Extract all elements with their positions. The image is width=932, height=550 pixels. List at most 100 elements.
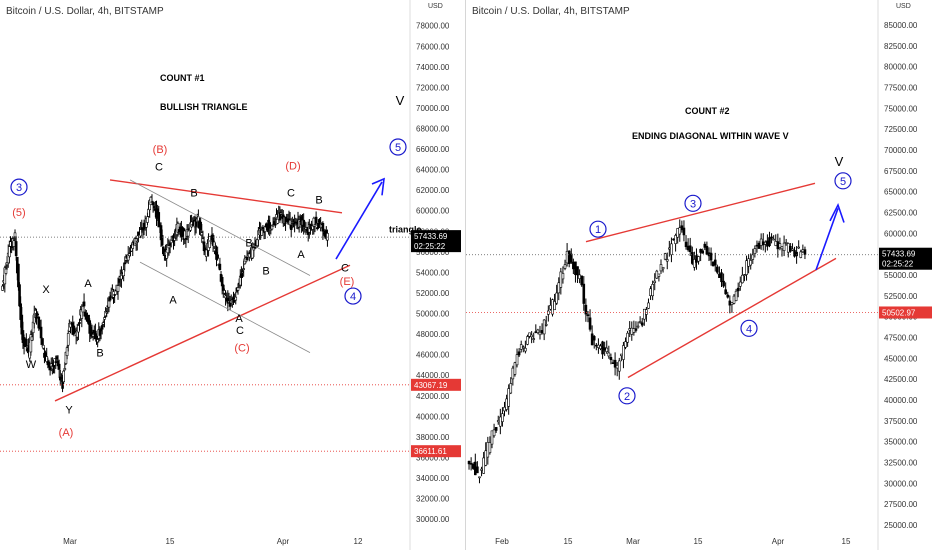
chart-2-canvas[interactable]: USD 25000.00 27500.00 30000.00 32500.00 35000… [466, 0, 932, 550]
lower-diagonal-line [627, 257, 837, 379]
candle-body [592, 336, 596, 341]
candle-body [536, 329, 540, 334]
count-subheading: BULLISH TRIANGLE [160, 102, 248, 112]
candle-body [603, 347, 606, 351]
candle-body [734, 290, 738, 301]
x-tick-label: Mar [626, 537, 640, 546]
candle-body [505, 398, 508, 410]
candle-body [791, 248, 794, 251]
candle-body [14, 241, 18, 257]
candle-body [617, 360, 621, 372]
y-tick-label: 34000.00 [416, 474, 450, 483]
x-tick-label: 15 [842, 537, 851, 546]
candle-body [613, 359, 617, 368]
candle-body [216, 254, 219, 259]
projection-arrowhead [371, 177, 385, 196]
y-tick-label: 30000.00 [884, 479, 918, 488]
level-tag [879, 306, 932, 319]
candle-body [517, 351, 521, 356]
y-tick-label: 55000.00 [884, 271, 918, 280]
candle-body [776, 241, 780, 250]
candle-body [515, 354, 519, 366]
candle-body [478, 476, 481, 479]
candle-body [39, 326, 43, 339]
y-tick-label: 40000.00 [884, 396, 918, 405]
candle-body [534, 331, 538, 334]
candle-body [761, 241, 765, 246]
x-tick-label: 15 [694, 537, 703, 546]
candle-body [565, 250, 569, 264]
chart-1-canvas[interactable]: USD 30000.00 32000.00 34000.00 36000.00 38000… [0, 0, 465, 550]
current-price-value: 57433.69 [414, 232, 448, 241]
candle-body [726, 294, 730, 298]
y-tick-label: 68000.00 [416, 125, 450, 134]
candle-body [713, 259, 717, 266]
y-tick-label: 74000.00 [416, 63, 450, 72]
chart-count-2[interactable]: Bitcoin / U.S. Dollar, 4h, BITSTAMP USD 2… [466, 0, 932, 550]
candle-body [626, 332, 629, 343]
candle-body [572, 261, 575, 270]
wave-label: A [297, 249, 305, 261]
candle-body [271, 224, 275, 227]
candle-body [538, 331, 542, 336]
wave-circle [834, 172, 852, 190]
candle-body [732, 295, 736, 304]
y-tick-label: 48000.00 [416, 330, 450, 339]
candle-body [186, 230, 190, 237]
wave-circle-label: 3 [16, 182, 22, 194]
candle-body [474, 461, 477, 476]
candle-body [766, 240, 769, 247]
candle-body [597, 344, 600, 348]
candle-body [643, 308, 646, 320]
candle-body [234, 296, 238, 301]
candle-body [688, 245, 692, 253]
price-axis-unit: USD [896, 3, 911, 10]
candle-body [524, 347, 527, 352]
candle-body [25, 338, 28, 346]
candle-body [670, 243, 673, 256]
y-tick-label: 52500.00 [884, 292, 918, 301]
candle-body [218, 263, 222, 271]
y-tick-label: 76000.00 [416, 42, 450, 51]
candle-body [797, 246, 800, 249]
candle-body [663, 253, 667, 260]
candle-body [730, 302, 734, 305]
chart-count-1[interactable]: Bitcoin / U.S. Dollar, 4h, BITSTAMP USD 3… [0, 0, 465, 550]
candle-body [494, 427, 498, 431]
pane-divider[interactable] [465, 0, 466, 550]
candle-body [697, 256, 700, 262]
candle-body [557, 282, 561, 294]
candle-body [686, 245, 690, 251]
candle-body [582, 283, 586, 304]
candle-body [747, 258, 750, 267]
candle-body [61, 382, 64, 389]
y-tick-label: 62000.00 [416, 186, 450, 195]
candle-body [605, 347, 609, 352]
candle-body [716, 266, 719, 273]
candle-body [722, 280, 725, 287]
candle-body [786, 243, 790, 253]
y-tick-label: 54000.00 [416, 268, 450, 277]
candle-body [490, 430, 494, 445]
y-tick-label: 45000.00 [884, 354, 918, 363]
candle-body [649, 288, 652, 296]
candle-body [789, 245, 792, 252]
candle-body [755, 244, 759, 247]
y-tick-label: 32500.00 [884, 459, 918, 468]
y-tick-label: 30000.00 [416, 515, 450, 524]
wave-label: B [245, 238, 252, 250]
resistance-trendline [109, 179, 343, 214]
candle-body [707, 252, 711, 257]
wave-circle-label: 4 [746, 323, 752, 335]
candle-body [724, 289, 727, 295]
candle-body [513, 362, 517, 375]
wave-circle-label: 5 [840, 176, 846, 188]
wave-circle [740, 319, 758, 337]
wave-label: (D) [285, 161, 300, 173]
candle-body [799, 251, 803, 258]
candle-body [584, 304, 588, 315]
candle-body [488, 442, 492, 454]
candle-body [580, 275, 584, 286]
candle-body [492, 429, 496, 437]
y-tick-label: 70000.00 [884, 146, 918, 155]
